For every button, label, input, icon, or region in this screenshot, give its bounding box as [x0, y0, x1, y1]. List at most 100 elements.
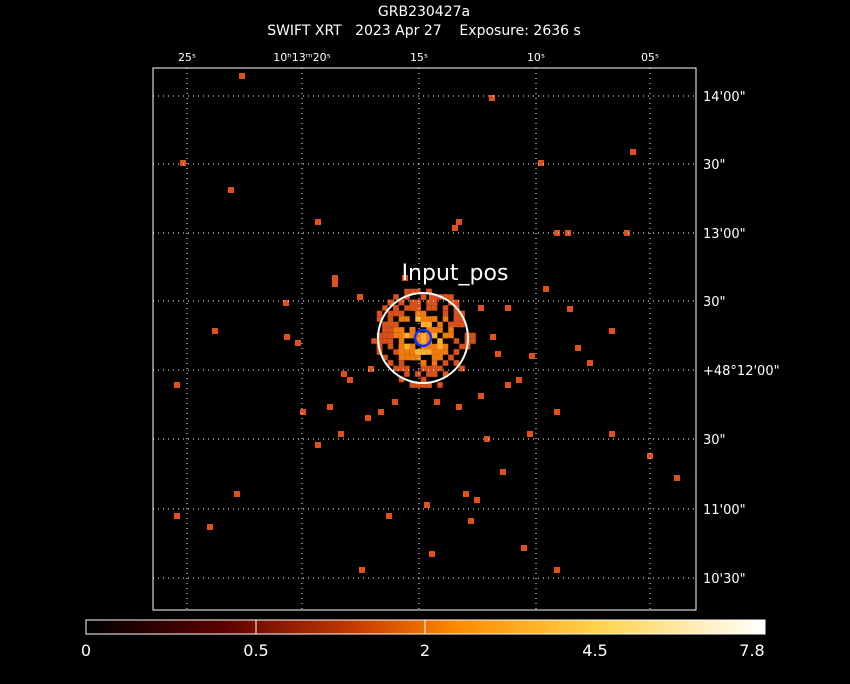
count-pixel: [420, 316, 427, 322]
count-pixel: [387, 327, 394, 333]
count-pixel: [426, 371, 432, 377]
count-pixel: [470, 332, 476, 339]
dec-tick-label: +48°12'00": [703, 364, 780, 379]
count-pixel: [609, 431, 615, 437]
count-pixel: [398, 376, 405, 383]
count-pixel: [404, 349, 410, 355]
count-pixel: [398, 310, 405, 317]
count-pixel: [442, 316, 449, 322]
count-pixel: [365, 415, 371, 421]
colorbar-tick-label: 0: [81, 641, 91, 660]
count-pixel: [398, 343, 405, 350]
count-pixel: [647, 453, 653, 459]
count-pixel: [468, 518, 474, 524]
marker-label: Input_pos: [402, 261, 509, 286]
count-pixel: [315, 442, 321, 448]
count-pixel: [212, 328, 218, 334]
count-pixel: [437, 327, 443, 333]
count-pixel: [398, 332, 405, 339]
count-pixel: [393, 321, 399, 328]
count-pixel: [404, 294, 410, 300]
count-pixel: [538, 160, 544, 166]
count-pixel: [382, 332, 388, 339]
count-pixel: [624, 230, 630, 236]
count-pixel: [442, 360, 449, 366]
count-pixel: [587, 360, 593, 366]
count-pixel: [387, 310, 394, 317]
count-pixel: [463, 491, 469, 497]
count-pixel: [409, 343, 416, 350]
count-pixel: [426, 349, 432, 355]
count-pixel: [174, 382, 180, 388]
count-pixel: [234, 491, 240, 497]
count-pixel: [490, 334, 496, 340]
image-frame: [152, 67, 697, 611]
count-pixel: [376, 310, 383, 317]
count-pixel: [456, 219, 462, 225]
count-pixel: [239, 73, 245, 79]
dec-tick-label: 14'00": [703, 90, 746, 105]
count-pixel: [387, 299, 394, 306]
count-pixel: [415, 288, 421, 295]
count-pixel: [431, 360, 438, 366]
count-pixel: [431, 294, 438, 300]
count-pixel: [424, 502, 430, 508]
count-pixel: [284, 334, 290, 340]
count-pixel: [409, 305, 416, 311]
count-pixel: [409, 327, 416, 333]
count-pixel: [295, 340, 301, 346]
count-pixel: [431, 343, 438, 350]
count-pixel: [404, 316, 410, 322]
count-pixel: [392, 399, 398, 405]
count-pixel: [437, 382, 443, 388]
count-pixel: [453, 321, 460, 328]
count-pixel: [404, 305, 410, 311]
count-pixel: [437, 321, 443, 328]
count-pixel: [420, 365, 427, 372]
count-pixel: [527, 431, 533, 437]
count-pixel: [420, 382, 427, 388]
count-pixel: [431, 316, 438, 322]
count-pixel: [575, 345, 581, 351]
count-pixel: [415, 338, 421, 344]
count-pixel: [359, 567, 365, 573]
dec-tick-label: 11'00": [703, 503, 746, 518]
count-pixel: [426, 343, 432, 350]
count-pixel: [382, 354, 388, 361]
count-pixel: [382, 321, 388, 328]
count-pixel: [426, 365, 432, 372]
count-pixel: [393, 327, 399, 333]
ra-tick-label: 10ˢ: [527, 51, 545, 64]
count-pixel: [674, 475, 680, 481]
count-pixel: [387, 360, 394, 366]
count-pixel: [180, 160, 186, 166]
count-pixel: [437, 349, 443, 355]
count-pixel: [442, 332, 449, 339]
dec-tick-label: 10'30": [703, 572, 746, 587]
count-pixel: [378, 409, 384, 415]
count-pixel: [415, 354, 421, 361]
count-pixel: [420, 310, 427, 317]
count-pixel: [426, 327, 432, 333]
count-pixel: [453, 299, 460, 306]
count-pixel: [489, 95, 495, 101]
colorbar-tick-label: 2: [420, 641, 430, 660]
count-pixel: [529, 353, 535, 359]
count-pixel: [300, 409, 306, 415]
count-pixel: [415, 332, 421, 339]
count-pixel: [448, 332, 454, 339]
count-pixel: [420, 321, 427, 328]
count-pixel: [500, 469, 506, 475]
colorbar-tick-label: 0.5: [243, 641, 268, 660]
count-pixel: [415, 316, 421, 322]
count-pixel: [437, 338, 443, 344]
count-pixel: [393, 294, 399, 300]
count-pixel: [415, 371, 421, 377]
title: GRB230427a: [378, 4, 470, 20]
count-pixel: [415, 382, 421, 388]
count-pixel: [387, 338, 394, 344]
dec-tick-label: 30": [703, 433, 726, 448]
count-pixel: [442, 305, 449, 311]
count-pixel: [453, 349, 460, 355]
